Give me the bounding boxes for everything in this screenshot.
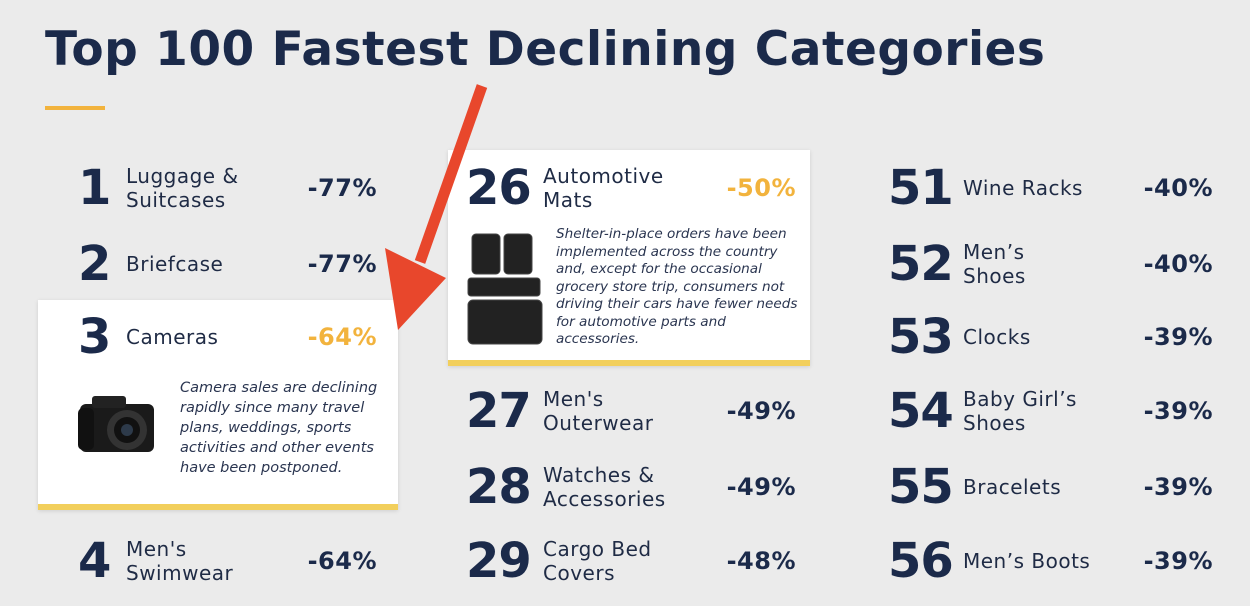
mats-icon — [467, 233, 543, 345]
percent-change: -77% — [307, 174, 377, 202]
list-item: 2 Briefcase -77% — [0, 234, 1250, 294]
list-item: 55 Bracelets -39% — [0, 457, 1250, 517]
list-item: 3 Cameras -64% — [0, 307, 1250, 367]
percent-change: -40% — [1143, 174, 1213, 202]
rank: 2 — [78, 236, 111, 292]
list-item: 1 Luggage & Suitcases -77% — [0, 158, 1250, 218]
rank: 51 — [888, 160, 954, 216]
rank: 53 — [888, 309, 954, 365]
category-name: Men’s Boots — [963, 549, 1091, 573]
category-name: Luggage & Suitcases — [126, 164, 239, 212]
category-name: Briefcase — [126, 252, 224, 276]
percent-change: -64% — [307, 547, 377, 575]
rank: 4 — [78, 533, 111, 589]
percent-change: -39% — [1143, 547, 1213, 575]
description: Shelter-in-place orders have been implem… — [556, 226, 798, 347]
list-item: 29 Cargo Bed Covers -48% — [0, 531, 1250, 591]
percent-change: -40% — [1143, 250, 1213, 278]
list-item: 27 Men's Outerwear -49% — [0, 381, 1250, 441]
rank: 26 — [466, 160, 532, 216]
percent-change: -39% — [1143, 397, 1213, 425]
percent-change: -49% — [726, 397, 796, 425]
description: Camera sales are declining rapidly since… — [180, 380, 378, 476]
rank: 29 — [466, 533, 532, 589]
category-name: Automotive Mats — [543, 164, 664, 212]
list-item: 52 Men’s Shoes -40% — [0, 234, 1250, 294]
list-item: 28 Watches & Accessories -49% — [0, 457, 1250, 517]
percent-change: -49% — [726, 473, 796, 501]
list-item: 4 Men's Swimwear -64% — [0, 531, 1250, 591]
list-item: 51 Wine Racks -40% — [0, 158, 1250, 218]
category-name: Watches & Accessories — [543, 463, 666, 511]
category-name: Wine Racks — [963, 176, 1083, 200]
rank: 28 — [466, 459, 532, 515]
rank: 27 — [466, 383, 532, 439]
rank: 56 — [888, 533, 954, 589]
camera-icon — [78, 396, 154, 452]
rank: 55 — [888, 459, 954, 515]
percent-change: -50% — [726, 174, 796, 202]
list-item: 53 Clocks -39% — [0, 307, 1250, 367]
rank: 1 — [78, 160, 111, 216]
category-name: Cargo Bed Covers — [543, 537, 652, 585]
category-name: Men's Swimwear — [126, 537, 234, 585]
percent-change: -39% — [1143, 323, 1213, 351]
rank: 54 — [888, 383, 954, 439]
percent-change: -77% — [307, 250, 377, 278]
category-name: Bracelets — [963, 475, 1062, 499]
title-underline — [45, 106, 105, 110]
percent-change: -39% — [1143, 473, 1213, 501]
category-name: Men’s Shoes — [963, 240, 1026, 288]
title: Top 100 Fastest Declining Categories — [45, 22, 1046, 77]
rank: 52 — [888, 236, 954, 292]
pointer-arrow — [385, 84, 488, 330]
list-item: 26 Automotive Mats -50% — [0, 158, 1250, 218]
list-item: 54 Baby Girl’s Shoes -39% — [0, 381, 1250, 441]
percent-change: -64% — [307, 323, 377, 351]
percent-change: -48% — [726, 547, 796, 575]
category-name: Clocks — [963, 325, 1031, 349]
list-item: 56 Men’s Boots -39% — [0, 531, 1250, 591]
rank: 3 — [78, 309, 111, 365]
category-name: Cameras — [126, 325, 219, 349]
category-name: Baby Girl’s Shoes — [963, 387, 1077, 435]
category-name: Men's Outerwear — [543, 387, 654, 435]
